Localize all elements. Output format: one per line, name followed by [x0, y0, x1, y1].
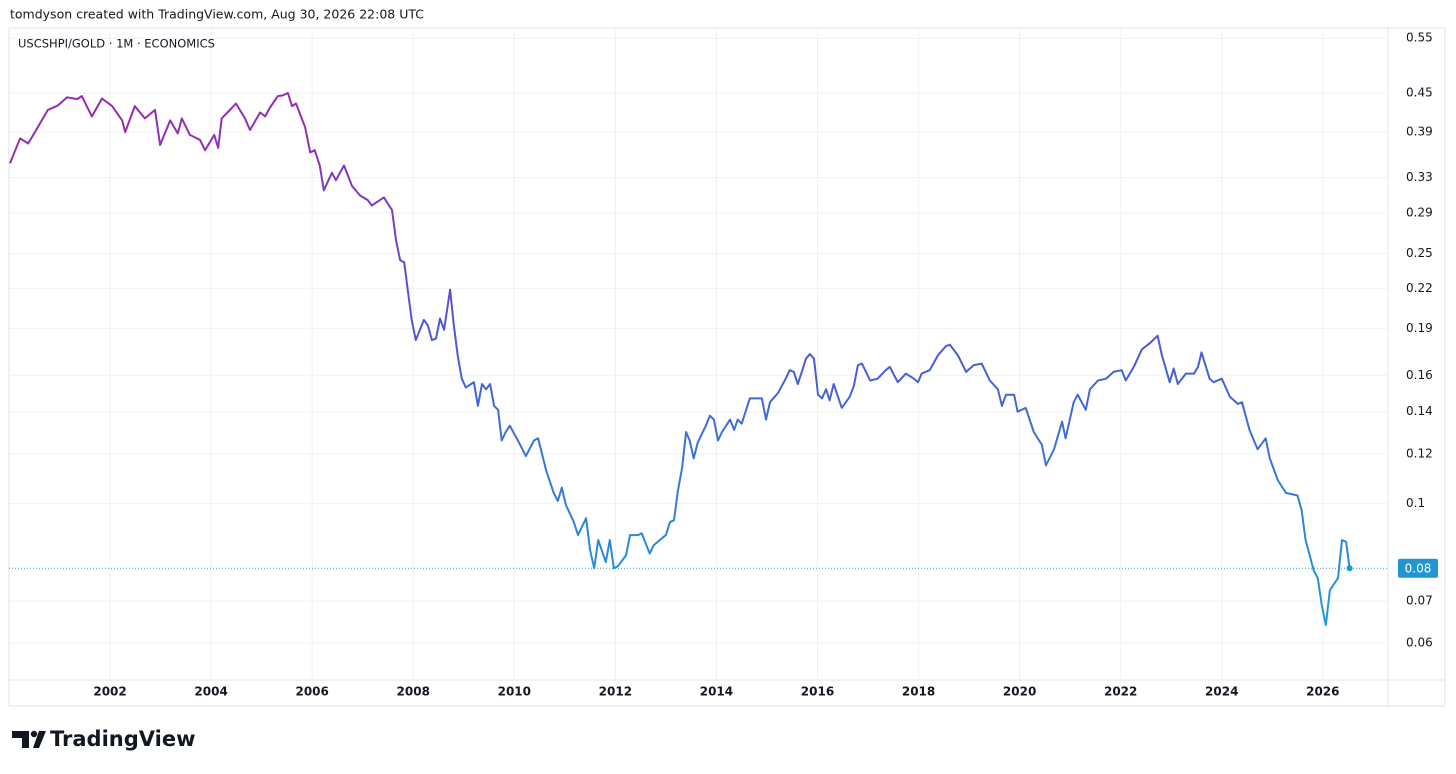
grid	[9, 28, 1388, 680]
x-tick-label: 2022	[1104, 685, 1137, 699]
y-tick-label: 0.14	[1406, 404, 1433, 418]
logo-mark	[12, 731, 29, 748]
last-value-dot	[1346, 565, 1353, 572]
y-tick-label: 0.25	[1406, 246, 1433, 260]
last-value-label: 0.08	[1405, 561, 1432, 575]
y-tick-label: 0.33	[1406, 170, 1433, 184]
brand-name: TradingView	[50, 727, 195, 751]
x-tick-label: 2026	[1306, 685, 1339, 699]
x-tick-label: 2008	[397, 685, 430, 699]
y-tick-label: 0.06	[1406, 636, 1433, 650]
x-tick-label: 2020	[1003, 685, 1036, 699]
y-tick-label: 0.22	[1406, 281, 1433, 295]
plot	[9, 92, 1388, 626]
x-tick-label: 2004	[194, 685, 227, 699]
x-tick-label: 2012	[599, 685, 632, 699]
x-tick-label: 2016	[801, 685, 834, 699]
y-tick-label: 0.1	[1406, 496, 1425, 510]
x-tick-label: 2024	[1205, 685, 1238, 699]
x-tick-label: 2014	[700, 685, 733, 699]
y-tick-label: 0.45	[1406, 86, 1433, 100]
y-tick-label: 0.29	[1406, 205, 1433, 219]
y-tick-label: 0.55	[1406, 31, 1433, 45]
x-tick-label: 2002	[93, 685, 126, 699]
y-tick-label: 0.07	[1406, 593, 1433, 607]
y-tick-label: 0.12	[1406, 446, 1433, 460]
x-tick-label: 2010	[498, 685, 531, 699]
y-tick-label: 0.16	[1406, 368, 1433, 382]
brand-logo: TradingView	[12, 727, 195, 751]
y-tick-label: 0.39	[1406, 125, 1433, 139]
price-line	[9, 92, 1351, 626]
logo-mark	[30, 730, 38, 738]
chart-frame	[8, 27, 1446, 707]
y-tick-label: 0.19	[1406, 321, 1433, 335]
x-tick-label: 2006	[295, 685, 328, 699]
last-value-badge	[1398, 558, 1438, 578]
chart-title: USCSHPI/GOLD · 1M · ECONOMICS	[18, 37, 215, 51]
logo-mark	[33, 731, 46, 748]
attribution: tomdyson created with TradingView.com, A…	[10, 7, 424, 22]
x-tick-label: 2018	[902, 685, 935, 699]
